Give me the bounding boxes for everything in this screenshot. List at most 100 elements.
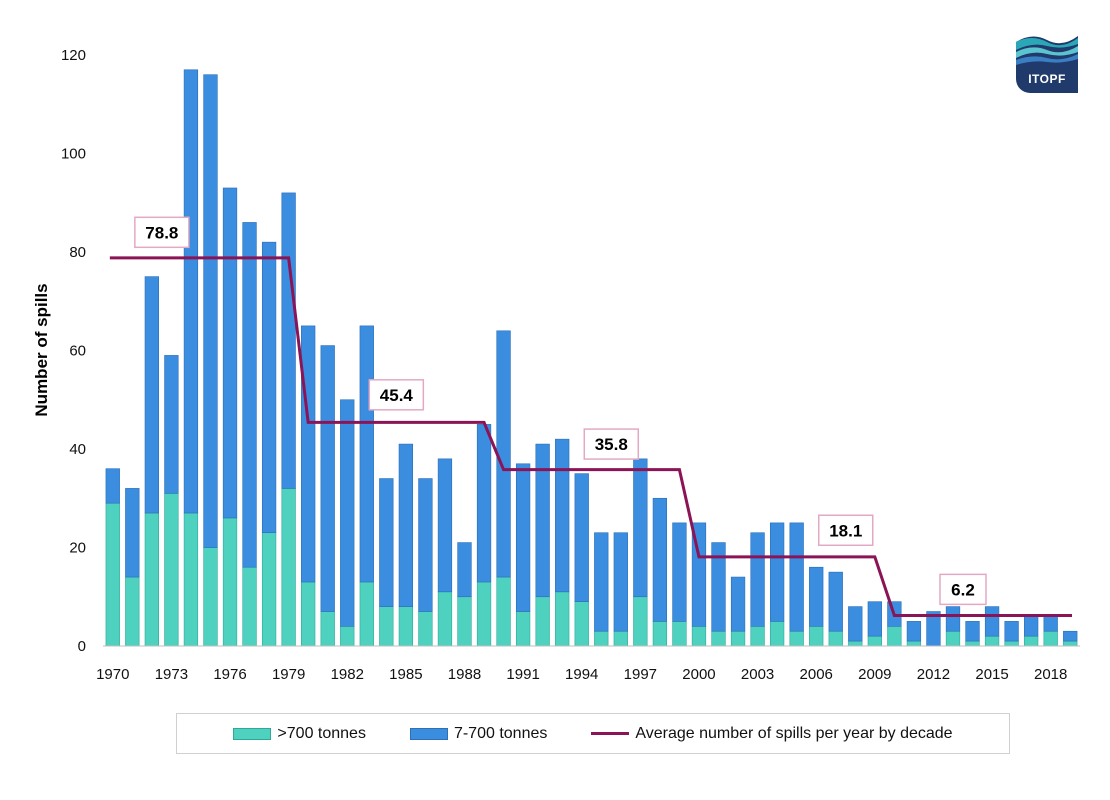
bar-large-1989 bbox=[476, 581, 492, 647]
x-tick-2003: 2003 bbox=[741, 666, 774, 683]
bar-large-1976 bbox=[222, 517, 238, 647]
bar-medium-2016 bbox=[1004, 621, 1019, 642]
x-tick-1997: 1997 bbox=[624, 666, 657, 683]
bar-large-1980 bbox=[301, 581, 316, 647]
bar-large-2007 bbox=[828, 630, 843, 647]
x-tick-2012: 2012 bbox=[917, 666, 950, 683]
bar-medium-2006 bbox=[809, 566, 824, 627]
bar-medium-1988 bbox=[457, 542, 472, 598]
bar-medium-1975 bbox=[203, 74, 218, 548]
bar-medium-2004 bbox=[769, 522, 785, 622]
logo-text: ITOPF bbox=[1028, 72, 1066, 86]
x-tick-2000: 2000 bbox=[682, 666, 715, 683]
bar-large-1977 bbox=[242, 566, 257, 647]
bar-large-2017 bbox=[1024, 635, 1039, 647]
x-tick-2015: 2015 bbox=[975, 666, 1008, 683]
bar-medium-1989 bbox=[476, 424, 492, 583]
legend: >700 tonnes 7-700 tonnes Average number … bbox=[176, 713, 1010, 754]
annotation-label-1: 45.4 bbox=[380, 386, 414, 405]
bar-large-2008 bbox=[848, 640, 863, 647]
annotation-label-4: 6.2 bbox=[951, 580, 975, 599]
x-tick-1970: 1970 bbox=[96, 666, 129, 683]
bar-medium-1995 bbox=[594, 532, 609, 632]
bar-large-1990 bbox=[496, 576, 511, 647]
bar-medium-1993 bbox=[555, 438, 570, 593]
bar-large-1988 bbox=[457, 596, 472, 647]
legend-item-large: >700 tonnes bbox=[233, 725, 366, 743]
x-tick-2006: 2006 bbox=[800, 666, 833, 683]
bar-medium-1972 bbox=[144, 276, 159, 514]
bar-medium-1981 bbox=[320, 345, 335, 612]
bar-medium-1982 bbox=[340, 399, 355, 627]
bar-large-1973 bbox=[164, 493, 179, 647]
bar-medium-1986 bbox=[418, 478, 433, 612]
bar-large-1974 bbox=[183, 512, 199, 647]
annotation-box-3 bbox=[818, 514, 874, 547]
legend-label-medium: 7-700 tonnes bbox=[453, 724, 548, 742]
y-tick-40: 40 bbox=[69, 441, 86, 458]
x-tick-1988: 1988 bbox=[448, 666, 481, 683]
legend-swatch-average bbox=[591, 732, 630, 735]
bar-large-2015 bbox=[984, 635, 1000, 647]
x-tick-2018: 2018 bbox=[1034, 666, 1067, 683]
bar-large-1987 bbox=[437, 591, 453, 647]
bar-large-1984 bbox=[379, 606, 394, 647]
bar-large-2003 bbox=[750, 625, 765, 647]
annotation-box-2 bbox=[583, 428, 640, 460]
bar-large-1995 bbox=[594, 630, 609, 647]
bar-medium-1987 bbox=[437, 458, 453, 593]
bar-large-2014 bbox=[965, 640, 980, 647]
bar-medium-2003 bbox=[750, 532, 765, 627]
bar-medium-2002 bbox=[730, 576, 746, 632]
y-tick-100: 100 bbox=[61, 146, 86, 163]
bar-medium-1990 bbox=[496, 330, 511, 578]
bar-large-2019 bbox=[1063, 640, 1078, 647]
bar-medium-1984 bbox=[379, 478, 394, 607]
bar-large-1996 bbox=[613, 630, 628, 647]
logo-waves-icon bbox=[1016, 28, 1078, 65]
bar-medium-2009 bbox=[867, 601, 882, 637]
legend-label-average: Average number of spills per year by dec… bbox=[635, 724, 953, 742]
bar-medium-1976 bbox=[222, 187, 238, 519]
bar-medium-1997 bbox=[633, 458, 648, 598]
bar-large-2004 bbox=[769, 621, 785, 647]
bar-medium-2011 bbox=[906, 621, 922, 642]
bar-medium-2007 bbox=[828, 571, 843, 632]
bar-large-1978 bbox=[261, 532, 277, 647]
bars-layer bbox=[105, 69, 1078, 647]
legend-swatch-medium bbox=[409, 727, 448, 740]
bar-medium-2013 bbox=[945, 606, 961, 632]
bar-large-2009 bbox=[867, 635, 882, 647]
bar-large-2002 bbox=[730, 630, 746, 647]
legend-item-average: Average number of spills per year by dec… bbox=[591, 724, 953, 743]
bar-large-1975 bbox=[203, 547, 218, 647]
y-axis-title: Number of spills bbox=[32, 283, 51, 416]
bar-medium-1973 bbox=[164, 355, 179, 494]
bar-large-1970 bbox=[105, 502, 120, 647]
bar-large-1986 bbox=[418, 611, 433, 647]
y-tick-20: 20 bbox=[69, 540, 86, 557]
bar-large-2016 bbox=[1004, 640, 1019, 647]
bar-medium-1977 bbox=[242, 222, 257, 568]
bar-large-1997 bbox=[633, 596, 648, 647]
x-ticks: 1970 1973 1976 1979 1982 1985 1988 1991 1994 1997… bbox=[96, 666, 1067, 683]
bar-large-2011 bbox=[906, 640, 922, 647]
bar-medium-1999 bbox=[672, 522, 687, 622]
bar-medium-1978 bbox=[261, 241, 277, 534]
x-tick-2009: 2009 bbox=[858, 666, 891, 683]
bar-large-1982 bbox=[340, 625, 355, 647]
y-tick-60: 60 bbox=[69, 343, 86, 360]
average-line bbox=[109, 256, 1072, 617]
x-tick-1979: 1979 bbox=[272, 666, 305, 683]
x-tick-1994: 1994 bbox=[565, 666, 598, 683]
bar-medium-1970 bbox=[105, 468, 120, 504]
bar-large-1971 bbox=[125, 576, 140, 647]
bar-large-1979 bbox=[281, 488, 296, 647]
y-tick-80: 80 bbox=[69, 244, 86, 261]
bar-large-1991 bbox=[515, 611, 531, 647]
y-tick-0: 0 bbox=[78, 638, 86, 655]
bar-medium-2019 bbox=[1063, 630, 1078, 642]
bar-medium-2014 bbox=[965, 621, 980, 642]
bar-medium-2015 bbox=[984, 606, 1000, 637]
